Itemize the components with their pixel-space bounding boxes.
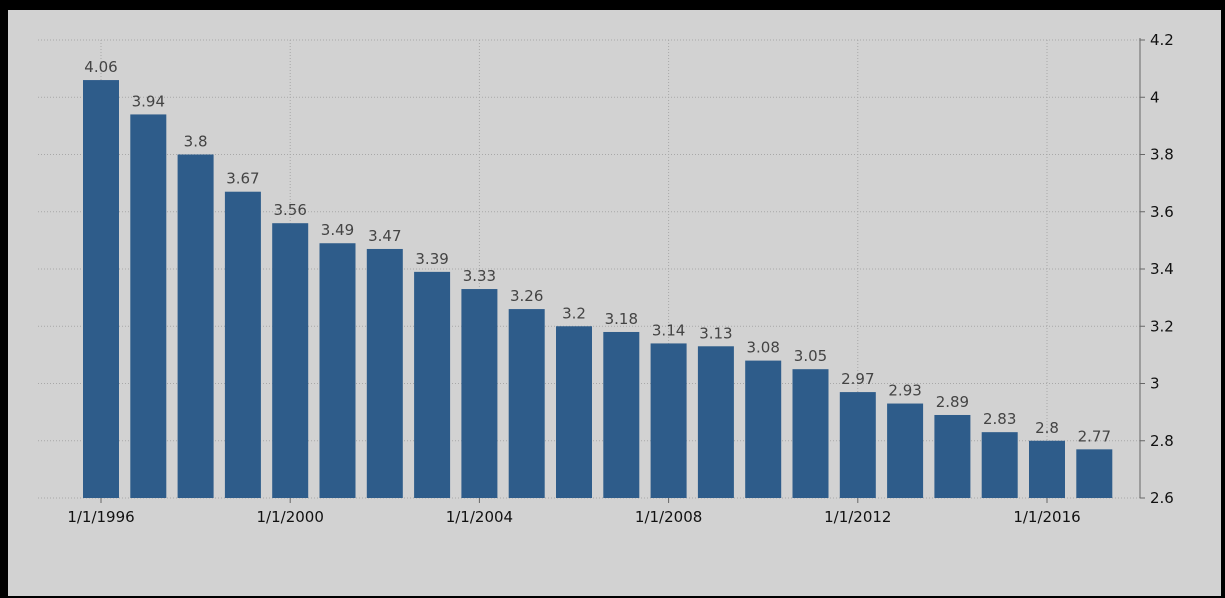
bar bbox=[887, 403, 924, 498]
x-axis: 1/1/1996 1/1/2000 1/1/2004 1/1/2008 1/1/2012… bbox=[67, 498, 1081, 526]
bar bbox=[839, 392, 876, 498]
data-label: 2.83 bbox=[983, 410, 1016, 428]
y-tick-label: 2.8 bbox=[1150, 432, 1174, 450]
y-tick-label: 3.4 bbox=[1150, 260, 1174, 278]
bar bbox=[319, 243, 356, 498]
bar bbox=[508, 309, 545, 498]
bars bbox=[83, 80, 1113, 499]
data-label: 3.39 bbox=[415, 250, 448, 268]
data-label: 3.8 bbox=[184, 133, 208, 151]
data-label: 2.8 bbox=[1035, 419, 1059, 437]
data-label: 2.77 bbox=[1078, 427, 1111, 445]
y-axis: 2.6 2.8 3 3.2 3.4 3.6 3.8 4 4.2 bbox=[1139, 31, 1174, 507]
data-label: 2.93 bbox=[888, 382, 921, 400]
data-label: 3.08 bbox=[746, 339, 779, 357]
bar bbox=[1076, 449, 1113, 498]
bar bbox=[650, 343, 687, 498]
x-tick-label: 1/1/2000 bbox=[257, 508, 324, 526]
data-label: 2.89 bbox=[936, 393, 969, 411]
data-label: 2.97 bbox=[841, 370, 874, 388]
bar bbox=[792, 369, 829, 498]
bar bbox=[697, 346, 734, 498]
data-label: 3.26 bbox=[510, 287, 543, 305]
data-label: 3.33 bbox=[463, 267, 496, 285]
data-label: 3.2 bbox=[562, 304, 586, 322]
bar bbox=[981, 432, 1018, 498]
data-label: 3.14 bbox=[652, 321, 685, 339]
bar bbox=[1029, 440, 1065, 498]
y-tick-label: 4.2 bbox=[1150, 31, 1174, 49]
x-tick-label: 1/1/2012 bbox=[824, 508, 891, 526]
chart-panel: 4.06 3.94 3.8 3.67 3.56 3.49 3.47 3.39 3.33 3.26 3… bbox=[8, 10, 1221, 596]
x-tick-label: 1/1/2016 bbox=[1013, 508, 1080, 526]
bar bbox=[934, 414, 971, 498]
y-tick-label: 4 bbox=[1150, 88, 1160, 106]
x-tick-label: 1/1/2008 bbox=[635, 508, 702, 526]
data-label: 3.67 bbox=[226, 170, 259, 188]
y-tick-label: 3.8 bbox=[1150, 146, 1174, 164]
bar bbox=[461, 289, 498, 498]
data-label: 3.56 bbox=[273, 201, 306, 219]
data-label: 4.06 bbox=[84, 58, 117, 76]
bar bbox=[745, 360, 782, 498]
data-label: 3.47 bbox=[368, 227, 401, 245]
x-tick-label: 1/1/2004 bbox=[446, 508, 513, 526]
bar bbox=[556, 326, 592, 498]
bar bbox=[366, 248, 403, 498]
data-labels: 4.06 3.94 3.8 3.67 3.56 3.49 3.47 3.39 3.33 3.26 3… bbox=[84, 58, 1111, 445]
bar bbox=[130, 114, 167, 499]
bar bbox=[177, 154, 214, 498]
data-label: 3.05 bbox=[794, 347, 827, 365]
data-label: 3.18 bbox=[605, 310, 638, 328]
data-label: 3.13 bbox=[699, 324, 732, 342]
bar-chart: 4.06 3.94 3.8 3.67 3.56 3.49 3.47 3.39 3.33 3.26 3… bbox=[38, 31, 1174, 526]
bar bbox=[414, 271, 451, 498]
data-label: 3.49 bbox=[321, 221, 354, 239]
y-tick-label: 2.6 bbox=[1150, 489, 1174, 507]
data-label: 3.94 bbox=[132, 92, 165, 110]
bar bbox=[272, 223, 309, 498]
bar bbox=[224, 191, 261, 498]
bar bbox=[603, 331, 640, 498]
y-tick-label: 3 bbox=[1150, 375, 1160, 393]
y-tick-label: 3.2 bbox=[1150, 317, 1174, 335]
x-tick-label: 1/1/1996 bbox=[67, 508, 134, 526]
y-tick-label: 3.6 bbox=[1150, 203, 1174, 221]
bar bbox=[83, 80, 119, 498]
